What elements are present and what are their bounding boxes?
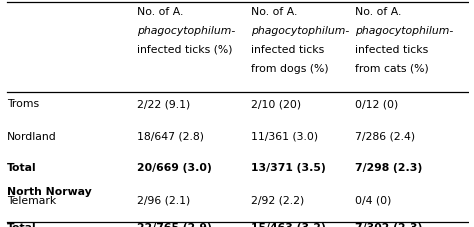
Text: 7/298 (2.3): 7/298 (2.3) <box>356 163 423 172</box>
Text: 2/22 (9.1): 2/22 (9.1) <box>137 99 191 109</box>
Text: Total: Total <box>7 222 36 227</box>
Text: 22/765 (2.9): 22/765 (2.9) <box>137 222 212 227</box>
Text: 2/10 (20): 2/10 (20) <box>251 99 301 109</box>
Text: from dogs (%): from dogs (%) <box>251 63 328 73</box>
Text: Nordland: Nordland <box>7 131 57 141</box>
Text: phagocytophilum-: phagocytophilum- <box>251 26 349 36</box>
Text: Troms: Troms <box>7 99 39 109</box>
Text: 18/647 (2.8): 18/647 (2.8) <box>137 131 204 141</box>
Text: No. of A.: No. of A. <box>137 7 183 17</box>
Text: infected ticks: infected ticks <box>356 44 428 54</box>
Text: No. of A.: No. of A. <box>356 7 402 17</box>
Text: 0/12 (0): 0/12 (0) <box>356 99 399 109</box>
Text: phagocytophilum-: phagocytophilum- <box>137 26 236 36</box>
Text: 13/371 (3.5): 13/371 (3.5) <box>251 163 326 172</box>
Text: No. of A.: No. of A. <box>251 7 297 17</box>
Text: phagocytophilum-: phagocytophilum- <box>356 26 454 36</box>
Text: 7/286 (2.4): 7/286 (2.4) <box>356 131 416 141</box>
Text: 0/4 (0): 0/4 (0) <box>356 195 392 205</box>
Text: 2/92 (2.2): 2/92 (2.2) <box>251 195 304 205</box>
Text: Total: Total <box>7 163 36 172</box>
Text: infected ticks: infected ticks <box>251 44 324 54</box>
Text: 2/96 (2.1): 2/96 (2.1) <box>137 195 191 205</box>
Text: from cats (%): from cats (%) <box>356 63 429 73</box>
Text: 7/302 (2.3): 7/302 (2.3) <box>356 222 423 227</box>
Text: 20/669 (3.0): 20/669 (3.0) <box>137 163 212 172</box>
Text: 11/361 (3.0): 11/361 (3.0) <box>251 131 318 141</box>
Text: North Norway: North Norway <box>7 186 92 196</box>
Text: 15/463 (3.2): 15/463 (3.2) <box>251 222 326 227</box>
Text: infected ticks (%): infected ticks (%) <box>137 44 233 54</box>
Text: Telemark: Telemark <box>7 195 56 205</box>
